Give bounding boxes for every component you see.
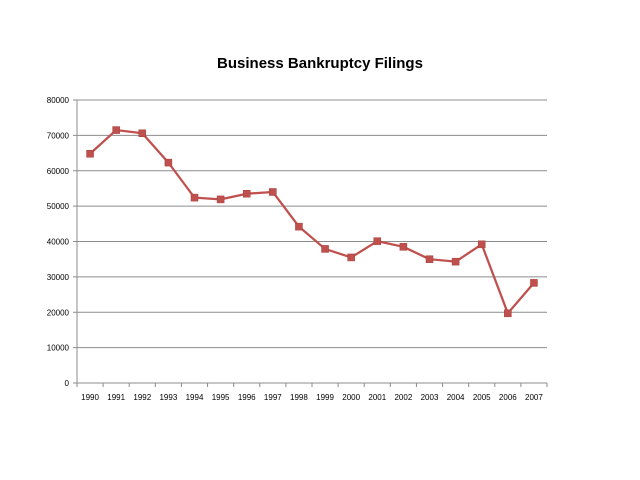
x-tick-label: 1990: [81, 393, 99, 402]
data-point-1997: [269, 188, 277, 196]
series-bankruptcy-filings: [86, 126, 538, 318]
data-point-2005: [477, 240, 486, 249]
data-point-1991: [112, 126, 120, 134]
series-line: [89, 128, 535, 315]
chart-title: Business Bankruptcy Filings: [217, 55, 423, 72]
x-tick-label: 1994: [186, 393, 204, 402]
x-tick-label: 2000: [342, 393, 360, 402]
y-tick-label: 0: [65, 379, 70, 388]
y-tick-label: 80000: [47, 96, 70, 105]
data-point-2002: [399, 243, 408, 251]
x-tick-label: 1993: [159, 393, 177, 402]
data-point-1999: [321, 245, 329, 253]
data-point-1995: [216, 195, 225, 204]
y-tick-label: 30000: [47, 273, 70, 282]
y-tick-label: 70000: [47, 131, 70, 140]
data-point-1998: [295, 222, 303, 231]
x-tick-label: 1999: [316, 393, 334, 402]
data-point-1996: [242, 189, 251, 198]
x-tick-label: 1992: [133, 393, 151, 402]
x-tick-label: 2003: [421, 393, 439, 402]
x-tick-label: 2004: [447, 393, 465, 402]
data-point-2001: [373, 237, 382, 245]
data-point-1994: [190, 193, 199, 202]
data-point-2000: [347, 253, 355, 262]
x-tick-label: 2006: [499, 393, 517, 402]
gridlines: [77, 99, 547, 349]
data-point-2006: [504, 309, 512, 318]
x-tick-label: 2007: [525, 393, 543, 402]
y-tick-label: 20000: [47, 308, 70, 317]
data-point-2007: [530, 279, 538, 287]
y-tick-label: 40000: [47, 238, 70, 247]
y-tick-label: 60000: [47, 167, 70, 176]
x-tick-label: 1996: [238, 393, 256, 402]
x-tick-label: 1997: [264, 393, 282, 402]
x-tick-label: 1998: [290, 393, 308, 402]
data-point-1992: [138, 129, 147, 138]
x-tick-label: 1995: [212, 393, 230, 402]
x-tick-label: 2002: [394, 393, 412, 402]
axes: [73, 99, 548, 387]
x-tick-labels: 1990 1991 1992 1993 1994 1995 1996 1997 1998 1999…: [81, 393, 543, 402]
data-point-2004: [451, 257, 460, 266]
x-tick-label: 1991: [107, 393, 125, 402]
data-point-1993: [164, 158, 173, 167]
x-tick-label: 2005: [473, 393, 491, 402]
y-tick-labels: 0 10000 20000 30000 40000 50000 60000 70000 8000…: [47, 96, 70, 388]
y-tick-label: 50000: [47, 202, 70, 211]
x-tick-label: 2001: [368, 393, 386, 402]
y-tick-label: 10000: [47, 344, 70, 353]
data-point-2003: [425, 255, 434, 263]
data-point-1990: [86, 150, 94, 158]
